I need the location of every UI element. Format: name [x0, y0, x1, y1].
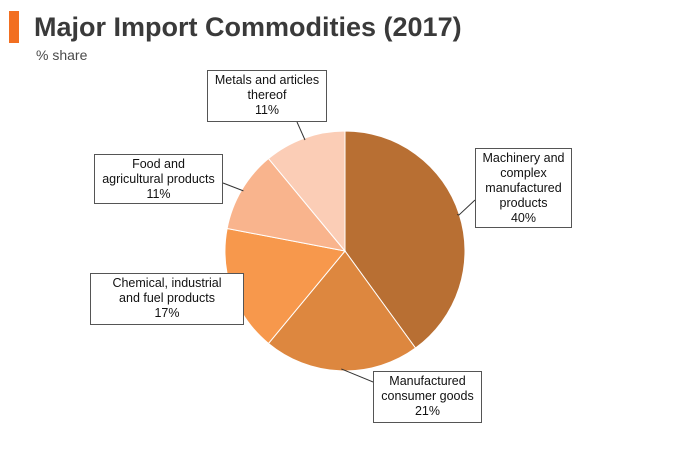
slice-value-label: 11%	[254, 103, 280, 117]
pie-slice-2	[267, 250, 417, 372]
slice-label-1: Machinery and complex manufactured products…	[475, 148, 572, 228]
leader-line-2	[341, 368, 379, 385]
slice-label-5: Metals and articles thereof 11%	[207, 70, 327, 122]
slice-label-line: manufactured	[485, 181, 562, 195]
slice-label-line: products	[499, 196, 548, 210]
pie-slice-1	[344, 130, 466, 349]
slice-label-line: complex	[500, 166, 547, 180]
slice-label-2: Manufactured consumer goods 21%	[373, 371, 482, 423]
slice-label-line: Metals and articles	[214, 73, 320, 87]
slice-label-4: Food and agricultural products 11%	[94, 154, 223, 204]
leader-line-5	[296, 121, 306, 141]
leader-line-1	[457, 199, 476, 216]
slice-value-label: 17%	[154, 306, 180, 320]
slice-label-line: Machinery and	[482, 151, 565, 165]
slice-label-line: Chemical, industrial	[112, 276, 222, 290]
slice-label-line: and fuel products	[119, 291, 215, 305]
slice-label-line: thereof	[247, 88, 287, 102]
leader-line-4	[222, 182, 244, 192]
chart-subtitle: % share	[36, 47, 88, 63]
slice-label-line: Food and	[132, 157, 185, 171]
slice-value-label: 21%	[414, 404, 441, 418]
chart-title: Major Import Commodities (2017)	[34, 12, 462, 42]
slice-label-line: consumer goods	[381, 389, 474, 403]
slice-label-3: Chemical, industrial and fuel products 17%	[90, 273, 244, 325]
slice-label-line: Manufactured	[389, 374, 466, 388]
slice-label-line: agricultural products	[102, 172, 215, 186]
slice-value-label: 11%	[146, 187, 171, 201]
slice-value-label: 40%	[510, 211, 537, 225]
title-accent-bar	[9, 11, 19, 43]
